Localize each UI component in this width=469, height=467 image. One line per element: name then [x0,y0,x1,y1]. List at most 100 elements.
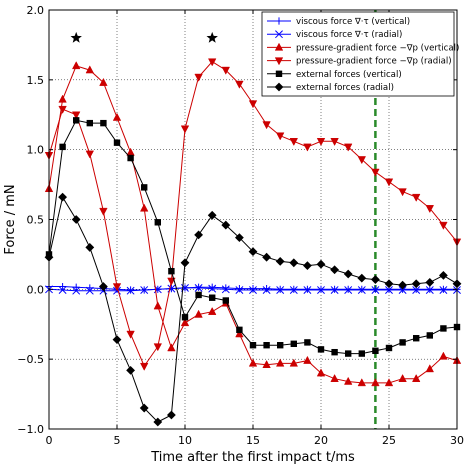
y-tick-label: 2.0 [27,4,45,17]
data-point [425,205,435,214]
data-point [384,378,394,387]
data-point [58,192,67,202]
data-point [248,358,258,367]
data-point [262,252,271,262]
data-point [73,117,80,124]
data-point [209,294,216,301]
legend-entry-3: pressure-gradient force −∇p (vertical) [267,42,459,53]
data-point [384,178,394,187]
data-point [304,339,311,346]
legend-label: viscous force ∇·τ (radial) [296,30,402,40]
data-point [412,286,421,294]
series-6 [44,192,462,427]
data-point [345,350,352,357]
data-point [357,273,367,283]
data-point [207,58,217,67]
y-tick-label: 0.0 [27,283,45,296]
data-point [208,284,217,293]
data-point [248,247,258,257]
data-point [439,286,448,294]
legend-entry-6: external forces (radial) [267,82,394,93]
data-point [289,138,299,147]
data-point [330,286,339,294]
x-axis-label: Time after the first impact t/ms [150,450,355,465]
data-point [221,285,230,294]
data-point [85,65,95,74]
data-point [330,373,339,382]
data-point [330,138,339,147]
data-point [85,150,95,159]
data-point [316,368,326,377]
data-point [140,286,149,294]
data-point [275,358,285,367]
data-point [221,220,231,230]
data-point [303,143,312,152]
data-point [113,139,121,146]
data-point [439,351,448,360]
data-point [235,286,244,294]
data-point [263,285,271,293]
data-point [167,277,176,286]
data-point [385,344,393,352]
x-tick-label: 5 [114,434,121,447]
data-point [127,154,134,162]
data-point [276,286,285,294]
data-point [235,285,243,293]
star-markers [70,31,218,43]
data-point [303,286,312,294]
data-point [399,339,406,346]
data-point [235,80,244,89]
data-point [194,73,203,82]
data-point [112,112,122,121]
data-point [71,111,81,120]
data-point [385,286,393,294]
star-marker [206,31,218,43]
data-point [153,417,163,427]
data-point [357,286,366,294]
data-point [316,259,326,269]
data-point [167,343,176,352]
y-tick-label: 1.0 [27,144,45,157]
x-tick-label: 25 [382,434,396,447]
data-point [289,258,299,268]
data-point [194,230,203,240]
legend-entry-4: pressure-gradient force −∇p (radial) [267,57,452,67]
data-point [71,215,81,224]
data-point [153,343,163,352]
data-point [398,188,407,197]
data-point [275,70,283,77]
data-point [167,410,176,420]
y-tick-label: 1.5 [27,74,45,87]
data-point [398,280,407,290]
data-point [139,203,149,212]
data-point [384,279,394,289]
x-tick-label: 0 [46,434,53,447]
data-point [290,340,297,348]
data-point [303,261,312,270]
data-point [413,335,420,342]
x-tick-label: 10 [178,434,192,447]
data-point [139,362,149,371]
data-point [425,277,435,287]
legend-label: pressure-gradient force −∇p (vertical) [296,43,459,53]
legend-label: viscous force ∇·τ (vertical) [296,17,410,27]
data-point [249,285,257,293]
data-point [249,342,257,349]
data-point [71,61,81,70]
data-point [154,219,161,226]
data-point [317,286,325,294]
data-point [249,286,257,294]
data-point [371,275,380,284]
data-point [207,306,217,315]
data-point [72,283,80,291]
x-tick-label: 30 [450,434,464,447]
data-point [194,283,203,292]
data-point [425,286,434,294]
data-point [371,378,380,387]
data-point [112,283,122,292]
data-point [222,297,229,304]
data-point [58,94,67,103]
legend-entry-2: viscous force ∇·τ (radial) [267,30,402,40]
data-point [194,309,203,318]
